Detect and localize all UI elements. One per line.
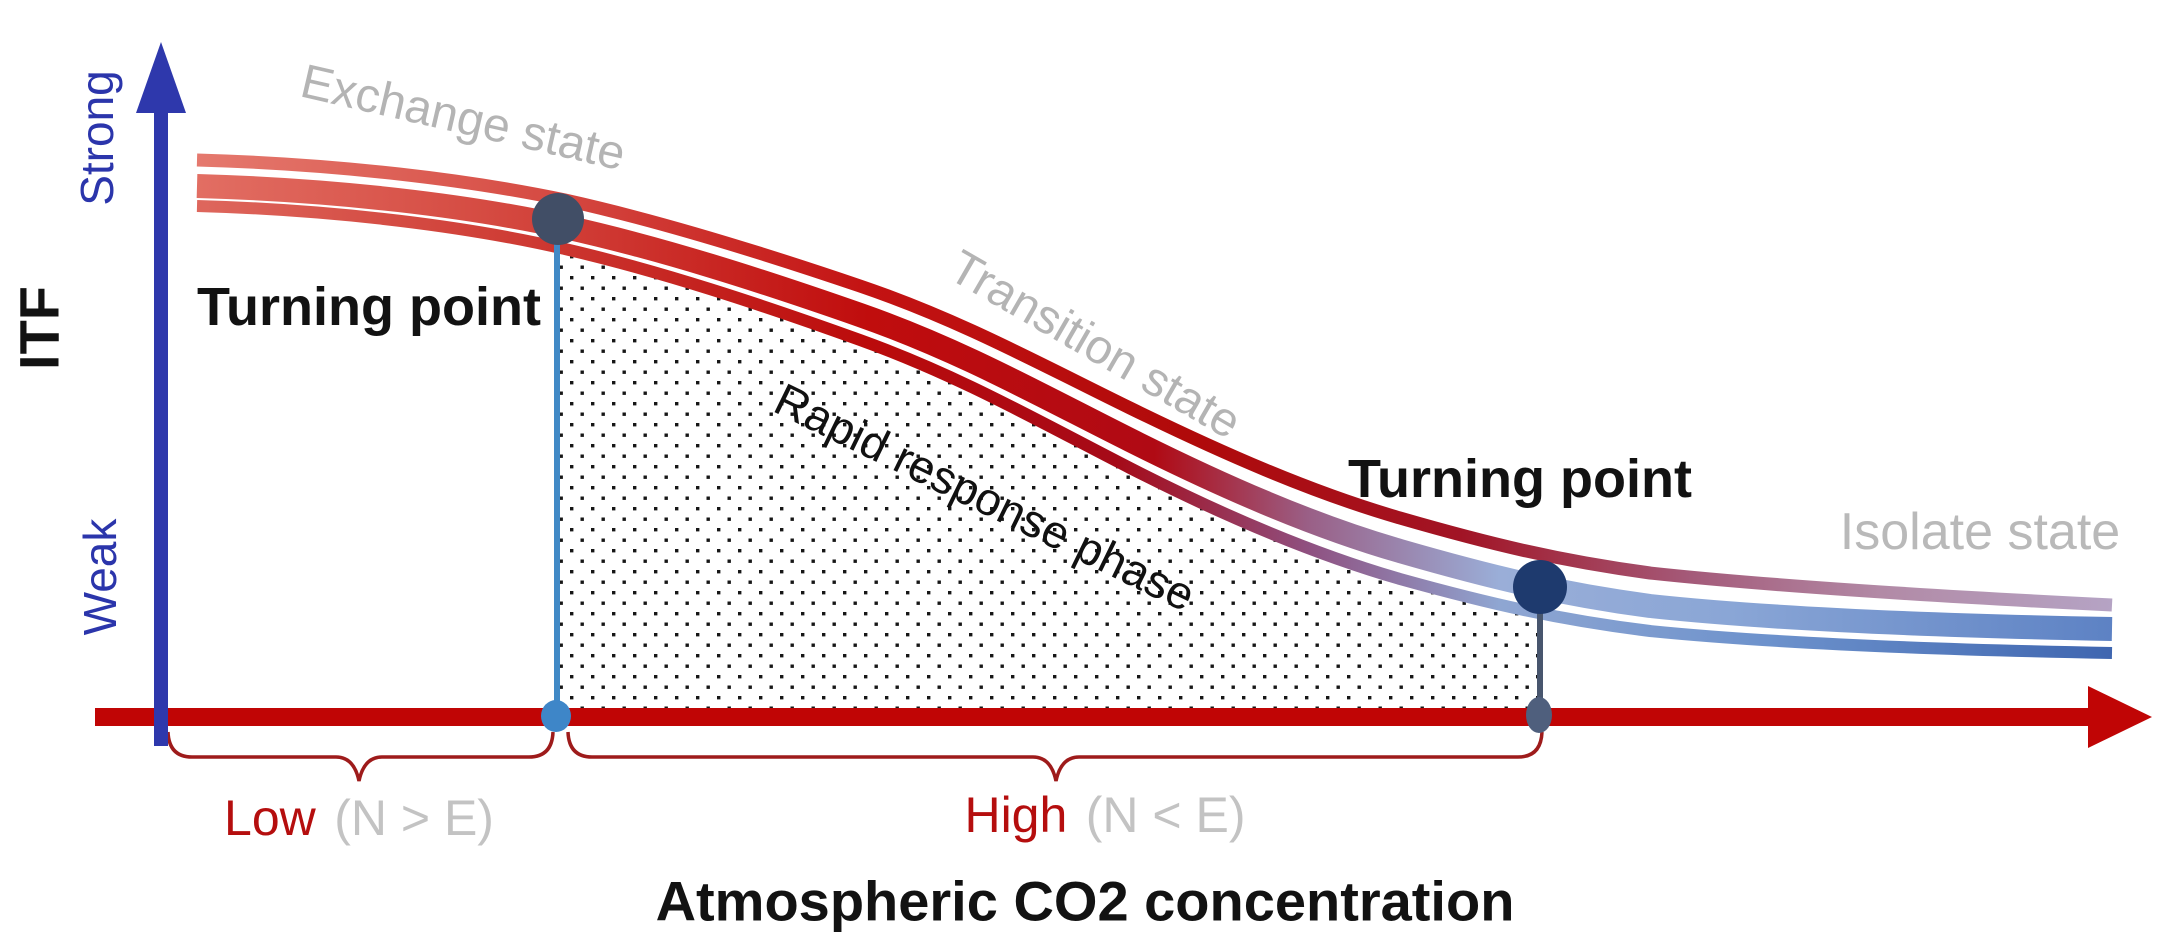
right-axis-dot bbox=[1526, 697, 1552, 733]
high-range-bracket bbox=[566, 731, 1544, 782]
rapid-response-region bbox=[558, 252, 1539, 708]
x-axis-line bbox=[95, 708, 2098, 726]
exchange-state-label: Exchange state bbox=[296, 55, 630, 181]
isolate-state-label: Isolate state bbox=[1840, 503, 2120, 561]
x-axis-title: Atmospheric CO2 concentration bbox=[656, 870, 1515, 933]
high-range-label-main: High bbox=[964, 787, 1067, 843]
low-range-label-main: Low bbox=[224, 790, 317, 846]
y-axis-strong-label: Strong bbox=[71, 70, 123, 206]
left-axis-dot bbox=[541, 700, 571, 732]
right-turning-point-label: Turning point bbox=[1348, 449, 1692, 509]
y-axis-arrowhead bbox=[136, 42, 186, 113]
right-turning-point-dot bbox=[1513, 560, 1567, 614]
y-axis-title: ITF bbox=[8, 286, 71, 370]
left-turning-point-label: Turning point bbox=[197, 277, 541, 337]
high-range-label: High (N < E) bbox=[964, 787, 1245, 843]
y-axis-weak-label: Weak bbox=[74, 518, 126, 636]
left-turning-point-dot bbox=[532, 193, 584, 245]
high-range-label-note: (N < E) bbox=[1086, 787, 1246, 843]
low-range-label: Low (N > E) bbox=[224, 790, 494, 846]
low-range-label-note: (N > E) bbox=[334, 790, 494, 846]
x-axis-arrowhead bbox=[2088, 686, 2152, 748]
y-axis-line bbox=[154, 108, 168, 746]
low-range-bracket bbox=[166, 731, 555, 782]
